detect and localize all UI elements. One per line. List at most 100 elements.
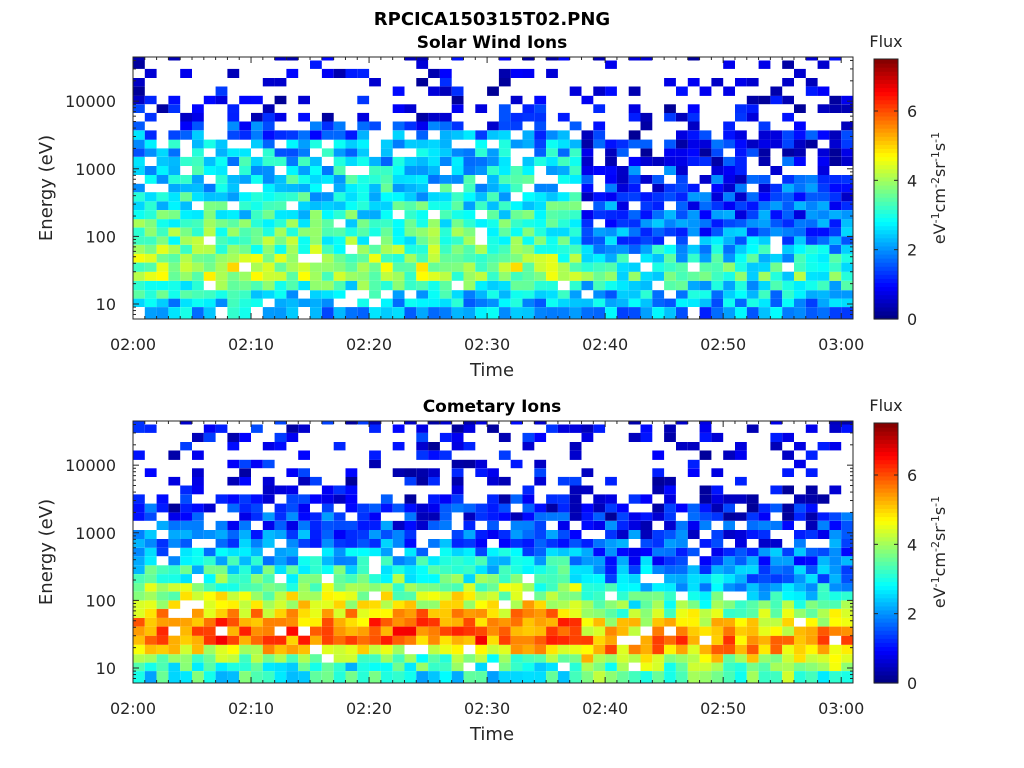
spectrogram-cell (841, 104, 853, 113)
spectrogram-cell (380, 262, 393, 272)
spectrogram-cell (711, 236, 724, 245)
spectrogram-cell (593, 600, 606, 609)
spectrogram-cell (770, 547, 783, 557)
spectrogram-cell (546, 280, 558, 291)
spectrogram-cell (345, 591, 358, 601)
spectrogram-cell (239, 556, 251, 566)
spectrogram-cell (345, 476, 358, 486)
spectrogram-cell (463, 236, 476, 245)
spectrogram-cell (380, 644, 393, 655)
spectrogram-cell (581, 635, 594, 645)
spectrogram-cell (168, 530, 181, 539)
spectrogram-cell (770, 608, 783, 618)
spectrogram-cell (475, 565, 488, 574)
spectrogram-cell (829, 210, 842, 220)
spectrogram-cells (133, 421, 853, 683)
spectrogram-cell (782, 662, 794, 671)
spectrogram-cell (192, 298, 204, 307)
spectrogram-cell (557, 262, 570, 272)
spectrogram-cell (251, 591, 263, 601)
spectrogram-cell (829, 175, 842, 184)
spectrogram-cell (711, 78, 724, 87)
spectrogram-cell (451, 574, 464, 584)
spectrogram-cell (498, 244, 511, 254)
panel-title: Solar Wind Ions (417, 33, 568, 53)
spectrogram-cell (251, 112, 263, 122)
spectrogram-cell (262, 671, 275, 683)
colorbar-segment (874, 241, 898, 247)
spectrogram-cell (345, 608, 358, 618)
spectrogram-cell (310, 539, 322, 548)
spectrogram-cell (262, 539, 275, 548)
colorbar-segment (874, 455, 898, 461)
spectrogram-cell (782, 219, 794, 228)
spectrogram-cell (475, 201, 488, 210)
spectrogram-cell (451, 104, 464, 113)
spectrogram-cell (569, 644, 582, 655)
spectrogram-cell (262, 565, 275, 574)
spectrogram-cell (369, 459, 381, 469)
spectrogram-cell (416, 574, 429, 584)
spectrogram-cell (605, 556, 617, 566)
spectrogram-cell (475, 244, 488, 254)
x-tick-label: 03:00 (818, 335, 864, 354)
spectrogram-cell (510, 635, 523, 645)
spectrogram-cell (687, 219, 700, 228)
spectrogram-cell (321, 130, 334, 140)
spectrogram-cell (451, 244, 464, 254)
spectrogram-cell (156, 583, 169, 592)
spectrogram-cell (841, 262, 853, 272)
spectrogram-cell (392, 271, 405, 281)
colorbar-segment (874, 254, 898, 259)
spectrogram-cell (180, 530, 192, 539)
spectrogram-cell (664, 547, 676, 557)
colorbar-segment (874, 573, 898, 578)
spectrogram-cell (699, 130, 712, 140)
spectrogram-cell (817, 192, 830, 202)
spectrogram-cell (487, 236, 499, 245)
spectrogram-cell (298, 130, 310, 140)
spectrogram-cell (581, 424, 594, 433)
spectrogram-cell (652, 244, 665, 254)
spectrogram-cell (428, 262, 440, 272)
spectrogram-cell (357, 591, 370, 601)
spectrogram-cell (676, 227, 688, 237)
spectrogram-cell (298, 280, 310, 291)
spectrogram-cell (416, 271, 429, 281)
spectrogram-cell (333, 307, 346, 319)
spectrogram-cell (369, 219, 381, 228)
colorbar-segment (874, 184, 898, 190)
spectrogram-cell (782, 253, 794, 263)
spectrogram-cell (380, 192, 393, 202)
spectrogram-cell (156, 104, 169, 113)
spectrogram-cell (581, 95, 594, 105)
spectrogram-cell (439, 608, 452, 618)
spectrogram-cell (569, 166, 582, 175)
spectrogram-cell (640, 654, 653, 663)
spectrogram-cell (180, 539, 192, 548)
colorbar-segment (874, 622, 898, 627)
colorbar-segment (874, 504, 898, 509)
spectrogram-cell (616, 183, 629, 193)
spectrogram-cell (369, 574, 381, 584)
spectrogram-cell (664, 78, 676, 87)
spectrogram-cell (439, 539, 452, 548)
spectrogram-cell (676, 280, 688, 291)
spectrogram-cell (534, 201, 547, 210)
spectrogram-cell (817, 104, 830, 113)
spectrogram-cell (628, 130, 641, 140)
colorbar-segment (874, 581, 898, 587)
spectrogram-cell (310, 280, 322, 291)
spectrogram-cell (487, 298, 499, 307)
spectrogram-cell (416, 503, 429, 513)
spectrogram-cell (676, 583, 688, 592)
colorbar-segment (874, 249, 898, 255)
spectrogram-cell (203, 635, 216, 645)
spectrogram-cell (203, 591, 216, 601)
spectrogram-cell (746, 104, 759, 113)
spectrogram-cell (593, 671, 606, 683)
spectrogram-cell (664, 503, 676, 513)
spectrogram-cell (723, 512, 735, 521)
spectrogram-cell (310, 512, 322, 521)
spectrogram-cell (723, 86, 735, 96)
